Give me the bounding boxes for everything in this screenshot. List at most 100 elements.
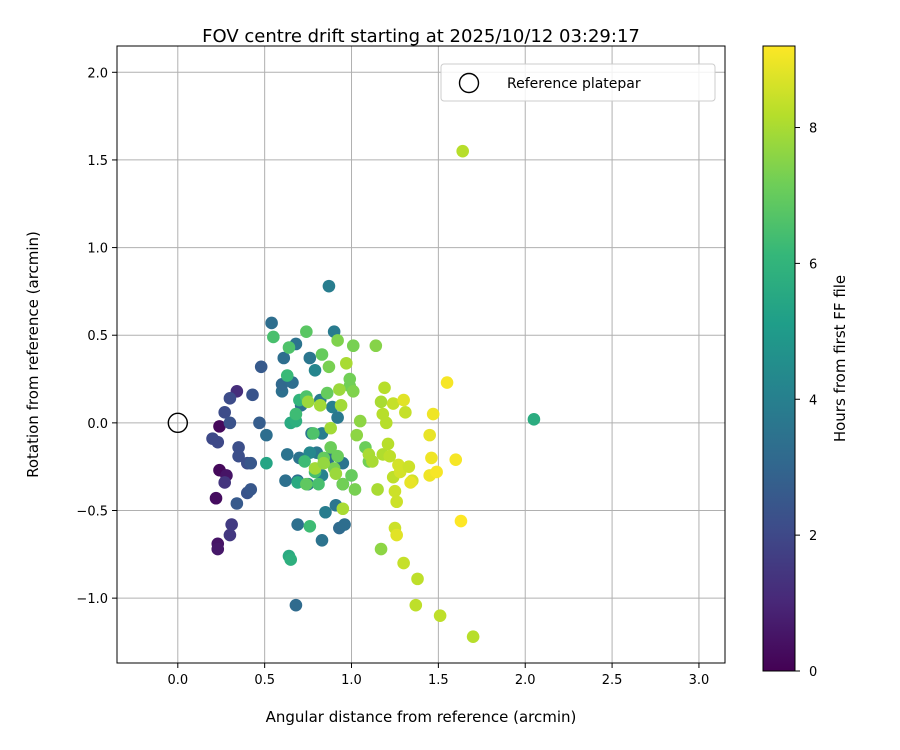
data-point xyxy=(324,441,337,454)
x-tick-label: 0.0 xyxy=(167,673,188,688)
x-tick-label: 1.0 xyxy=(341,673,362,688)
data-point xyxy=(336,477,350,491)
data-point xyxy=(374,395,388,409)
data-point xyxy=(369,339,383,353)
data-point xyxy=(388,484,402,498)
data-point xyxy=(322,279,336,293)
plot-frame xyxy=(116,45,726,664)
data-point xyxy=(253,416,266,430)
data-point xyxy=(381,437,395,451)
x-axis: 0.0 0.5 1.0 1.5 2.0 2.5 3.0 xyxy=(167,663,709,688)
data-point xyxy=(300,325,313,339)
data-point xyxy=(402,460,416,473)
y-tick-label: 0.5 xyxy=(87,329,108,344)
data-point xyxy=(378,381,391,395)
y-tick-label: −0.5 xyxy=(76,505,108,520)
data-point xyxy=(213,420,226,433)
data-point xyxy=(211,435,225,449)
data-point xyxy=(306,427,320,440)
data-point xyxy=(260,456,273,470)
data-point xyxy=(409,598,423,612)
legend-box xyxy=(440,63,716,102)
data-point xyxy=(223,528,237,542)
data-point xyxy=(449,453,463,466)
colorbar-tick-label: 8 xyxy=(809,122,817,137)
data-point xyxy=(346,339,360,353)
data-point xyxy=(279,474,292,488)
data-point xyxy=(454,514,468,528)
data-point xyxy=(280,448,294,461)
data-point xyxy=(383,449,397,463)
data-point xyxy=(348,483,362,496)
data-point xyxy=(466,630,480,644)
data-point xyxy=(317,456,331,470)
data-point xyxy=(244,456,258,470)
data-point xyxy=(254,360,268,374)
data-point xyxy=(340,356,353,370)
data-point xyxy=(456,144,469,158)
data-point xyxy=(303,519,317,533)
data-point xyxy=(433,609,447,622)
data-point xyxy=(404,476,417,489)
data-point xyxy=(353,414,367,428)
y-tick-label: −1.0 xyxy=(76,592,108,607)
data-point xyxy=(333,383,346,396)
data-point xyxy=(223,392,237,405)
colorbar-tick-label: 0 xyxy=(809,665,817,680)
colorbar: 0 2 4 6 8 Hours from first FF file xyxy=(762,45,849,680)
data-point xyxy=(371,483,384,496)
data-point xyxy=(430,465,443,479)
colorbar-tick-label: 6 xyxy=(809,257,817,272)
y-tick-label: 1.5 xyxy=(87,154,108,169)
data-point xyxy=(331,449,344,463)
data-point xyxy=(440,376,454,389)
data-point xyxy=(211,542,225,556)
data-point xyxy=(397,393,410,407)
data-point xyxy=(379,416,393,430)
reference-platepar-marker xyxy=(167,412,189,434)
colorbar-tick-label: 2 xyxy=(809,529,817,544)
data-point xyxy=(260,428,273,442)
data-point xyxy=(232,449,245,463)
data-point xyxy=(230,497,244,510)
data-point xyxy=(289,598,303,612)
data-point xyxy=(423,428,436,442)
data-point xyxy=(336,502,350,516)
data-point xyxy=(298,455,311,468)
y-axis-label: Rotation from reference (arcmin) xyxy=(24,231,42,478)
legend: Reference platepar xyxy=(440,63,716,102)
data-point xyxy=(277,351,291,365)
colorbar-label: Hours from first FF file xyxy=(831,275,849,442)
data-point xyxy=(282,341,296,354)
data-point xyxy=(300,477,313,491)
data-point xyxy=(426,407,440,421)
data-point xyxy=(350,428,364,442)
data-point xyxy=(338,518,351,531)
x-tick-label: 3.0 xyxy=(689,673,710,688)
data-point xyxy=(308,363,322,377)
colorbar-ticks: 0 2 4 6 8 xyxy=(795,122,817,680)
x-tick-label: 1.5 xyxy=(428,673,449,688)
data-points xyxy=(167,144,541,644)
y-axis: −1.0 −0.5 0.0 0.5 1.0 1.5 2.0 xyxy=(76,66,117,607)
data-point xyxy=(315,534,329,547)
data-point xyxy=(346,385,360,398)
colorbar-gradient xyxy=(762,45,796,672)
data-point xyxy=(289,407,303,421)
data-point xyxy=(334,399,348,412)
data-point xyxy=(322,360,336,374)
data-point xyxy=(366,455,379,468)
data-point xyxy=(319,505,332,519)
x-tick-label: 2.5 xyxy=(602,673,623,688)
data-point xyxy=(390,528,403,542)
data-point xyxy=(331,411,344,424)
data-point xyxy=(411,572,424,586)
data-point xyxy=(397,556,410,570)
data-point xyxy=(399,406,412,419)
x-tick-label: 0.5 xyxy=(254,673,275,688)
data-point xyxy=(527,413,541,426)
x-tick-label: 2.0 xyxy=(515,673,536,688)
data-point xyxy=(390,495,403,509)
data-point xyxy=(315,348,329,361)
